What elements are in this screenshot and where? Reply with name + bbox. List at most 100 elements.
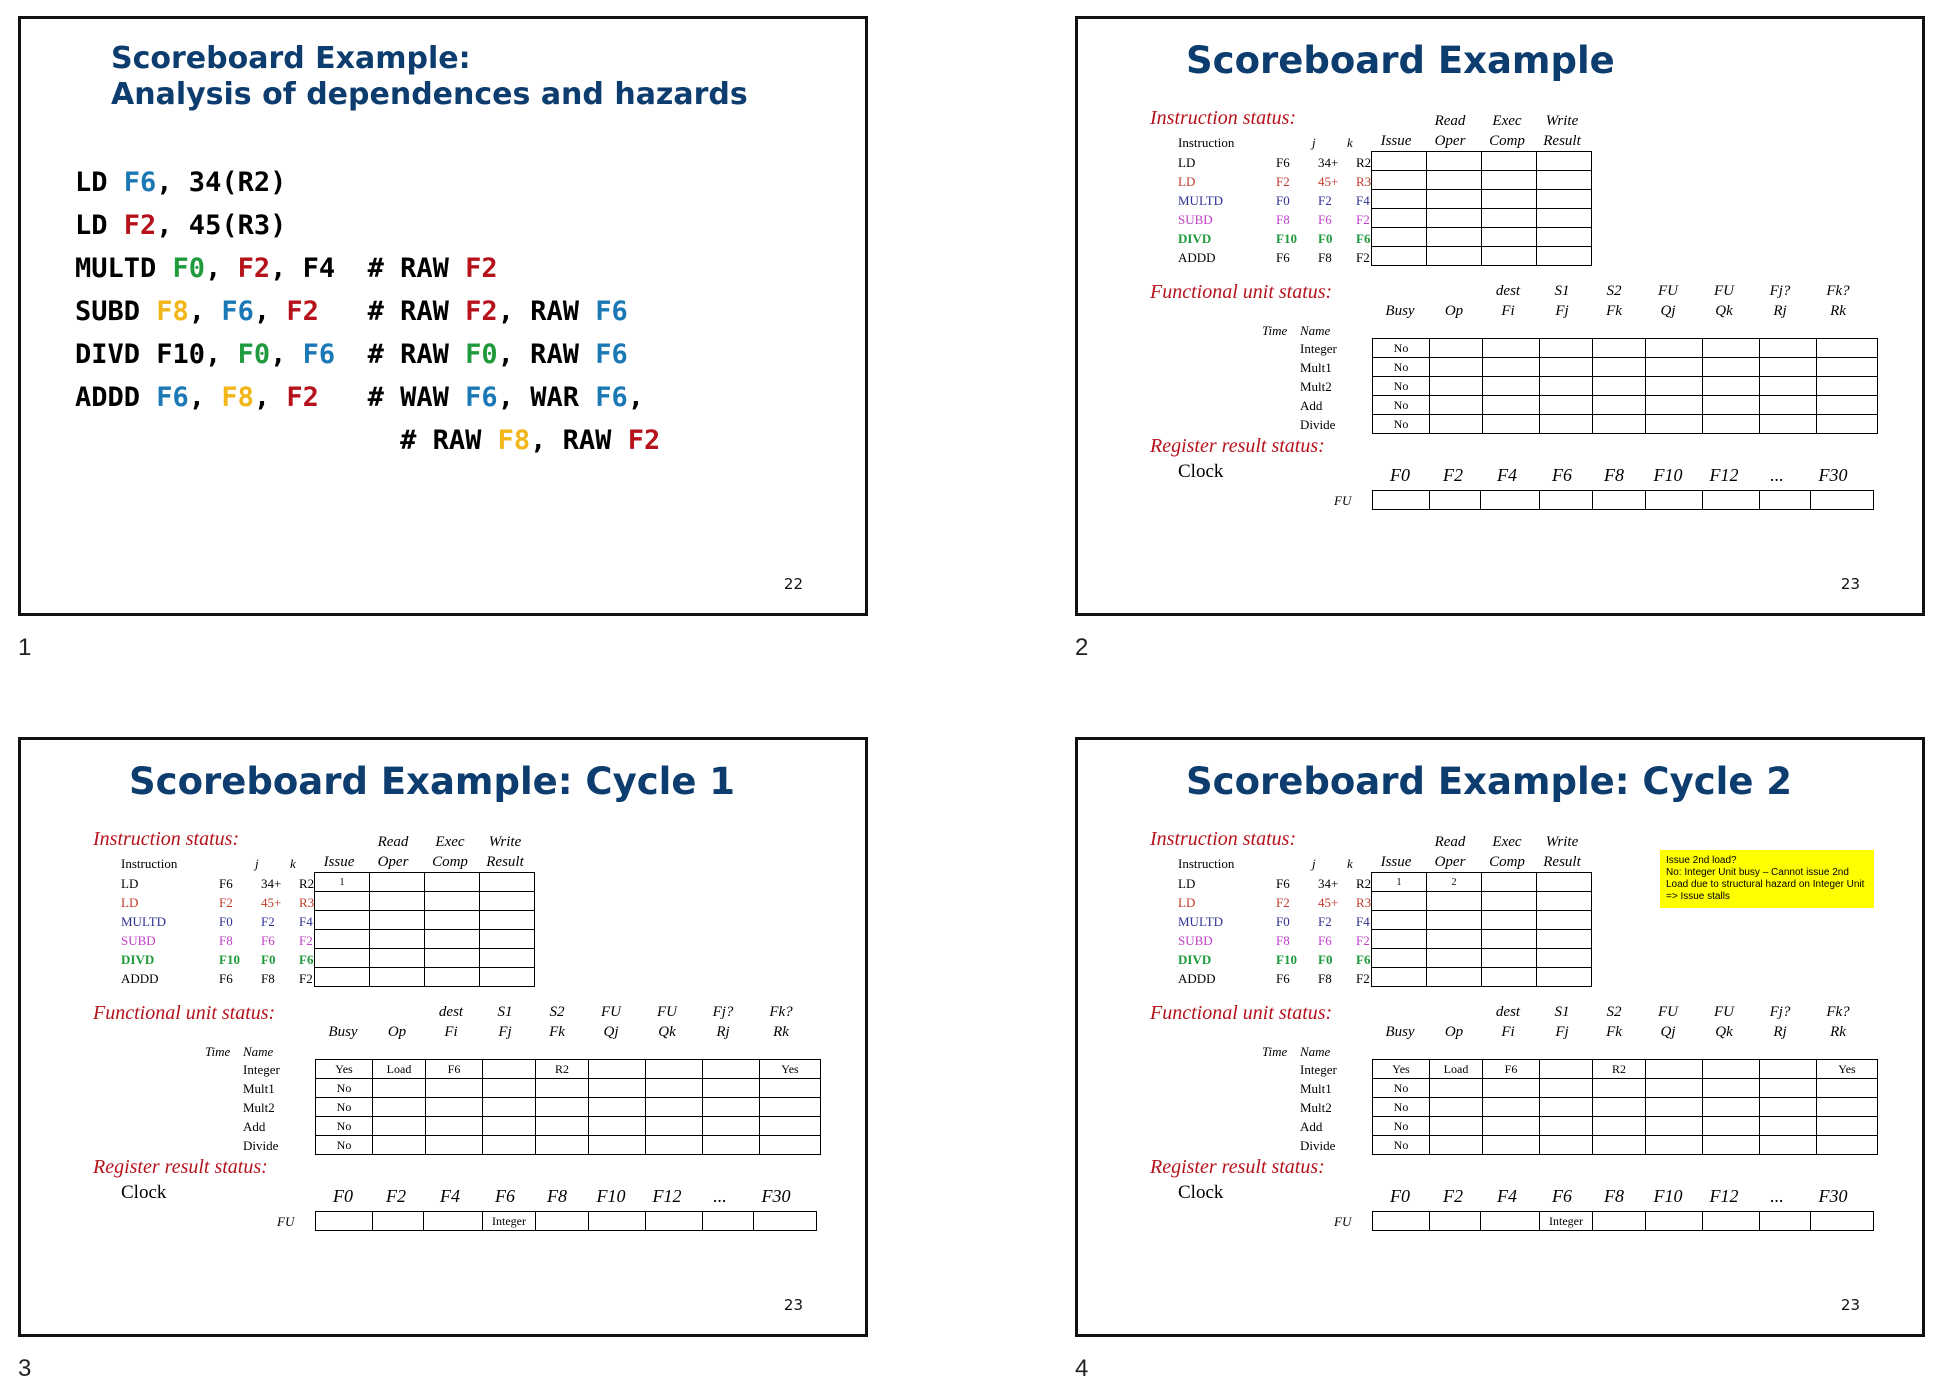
fu-cell — [702, 1097, 760, 1117]
fu-row: No — [315, 1116, 821, 1136]
fu-cell — [759, 1135, 821, 1155]
fu-cell — [1702, 1116, 1760, 1136]
fu-header-top: Fj? — [1769, 1004, 1791, 1020]
page-number: 23 — [783, 1296, 803, 1314]
instr-op-cell: LD — [1178, 174, 1196, 189]
instr-row — [1371, 948, 1592, 968]
fu-name: Mult2 — [243, 1100, 275, 1115]
header-exec: Exec — [1492, 113, 1522, 129]
fu-row: Yes Load F6 R2 Yes — [1372, 1059, 1878, 1079]
instr-status-cell — [1536, 189, 1592, 209]
reg-header: F4 — [1497, 465, 1517, 485]
instr-d-cell: F10 — [1276, 952, 1297, 967]
fu-cell — [645, 1116, 703, 1136]
functional-unit-table: Yes Load F6 R2 Yes No No No No — [315, 1059, 821, 1155]
fu-cell — [482, 1116, 536, 1136]
fu-cell — [1429, 338, 1483, 358]
instr-d-cell: F6 — [1276, 155, 1290, 170]
fu-cell — [1702, 357, 1760, 377]
code-token: , — [627, 382, 645, 413]
yellow-note: Issue 2nd load? No: Integer Unit busy – … — [1660, 850, 1874, 908]
instr-op-cell: DIVD — [121, 952, 155, 967]
fu-cell — [1759, 1135, 1817, 1155]
fu-row: No — [315, 1097, 821, 1117]
header-read-2: Oper — [1434, 133, 1466, 149]
fu-header-bottom: Qk — [1715, 1024, 1733, 1040]
fu-cell — [482, 1135, 536, 1155]
fu-name: Integer — [1300, 1062, 1337, 1077]
register-result-table — [1372, 490, 1874, 510]
instr-d-cell: F6 — [219, 876, 233, 891]
fu-cell — [1592, 395, 1646, 415]
section-instruction-status: Instruction status: — [1150, 828, 1297, 850]
fu-cell: No — [315, 1078, 373, 1098]
instr-row — [1371, 208, 1592, 228]
fu-cell: Load — [1429, 1059, 1483, 1079]
fu-cell — [1429, 1097, 1483, 1117]
reg-header: F8 — [1604, 1186, 1624, 1206]
instr-j-cell: F8 — [261, 971, 275, 986]
instr-status-cell — [1371, 208, 1427, 228]
fu-cell — [1539, 357, 1593, 377]
fu-cell — [1816, 414, 1878, 434]
instr-op-cell: LD — [121, 876, 139, 891]
fu-header-bottom: Fj — [498, 1024, 512, 1040]
fu-name: Mult1 — [1300, 1081, 1332, 1096]
code-token: F8 — [221, 382, 254, 413]
fu-header-top: FU — [1658, 1004, 1678, 1020]
fu-cell — [482, 1059, 536, 1079]
instr-j-cell: 45+ — [1318, 895, 1339, 910]
instr-j-cell: F6 — [1318, 212, 1332, 227]
fu-cell — [1816, 1116, 1878, 1136]
instr-status-cell — [1536, 929, 1592, 949]
slide-title: Scoreboard Example: Cycle 1 — [129, 760, 736, 803]
reg-header: F6 — [495, 1186, 515, 1206]
fu-header-bottom: Fk — [1606, 303, 1622, 319]
instr-status-cell: 1 — [314, 872, 370, 892]
code-token: , 45(R3) — [156, 210, 287, 241]
fu-cell — [1816, 395, 1878, 415]
instr-op-cell: ADDD — [1178, 250, 1216, 265]
reg-header: F2 — [1443, 465, 1463, 485]
instr-j-cell: F2 — [1318, 193, 1332, 208]
fu-cell — [535, 1078, 589, 1098]
instr-status-cell — [1536, 246, 1592, 266]
instr-status-cell — [1371, 929, 1427, 949]
reg-cell — [1592, 1211, 1646, 1231]
instr-status-cell — [314, 891, 370, 911]
instr-j-cell: F6 — [261, 933, 275, 948]
fu-cell — [702, 1135, 760, 1155]
fu-cell — [1702, 338, 1760, 358]
instr-k-cell: F2 — [299, 933, 313, 948]
code-line: MULTD F0, F2, F4 # RAW F2 — [75, 247, 660, 290]
fu-header-bottom: Busy — [1385, 1024, 1415, 1040]
fu-header-top: dest — [1495, 283, 1521, 299]
reg-cell — [1645, 490, 1703, 510]
instr-j-cell: F8 — [1318, 250, 1332, 265]
fu-header-top: S1 — [1554, 283, 1570, 299]
fu-cell: No — [1372, 1097, 1430, 1117]
slide-2: Scoreboard Example Instruction status: Ins… — [1075, 16, 1925, 616]
fu-cell — [1816, 1078, 1878, 1098]
header-time: Time — [1262, 323, 1288, 338]
instr-row — [314, 891, 535, 911]
instr-op-cell: LD — [1178, 895, 1196, 910]
fu-name: Divide — [1300, 1138, 1336, 1153]
fu-cell — [1482, 1097, 1540, 1117]
slide-4: Scoreboard Example: Cycle 2 Instruction s… — [1075, 737, 1925, 1337]
fu-cell — [1645, 1135, 1703, 1155]
instr-j-cell: F0 — [1318, 231, 1333, 246]
instr-row — [314, 929, 535, 949]
instr-op-cell: LD — [1178, 155, 1196, 170]
register-result-table: Integer — [1372, 1211, 1874, 1231]
code-token: , RAW — [497, 339, 596, 370]
instr-op-cell: MULTD — [1178, 193, 1224, 208]
instr-status-cell — [369, 910, 425, 930]
fu-cell — [1645, 338, 1703, 358]
section-register-result-status: Register result status: — [1150, 435, 1325, 457]
fu-row: No — [315, 1135, 821, 1155]
fu-cell — [588, 1116, 646, 1136]
fu-cell — [1592, 338, 1646, 358]
code-token: F2 — [123, 210, 157, 241]
